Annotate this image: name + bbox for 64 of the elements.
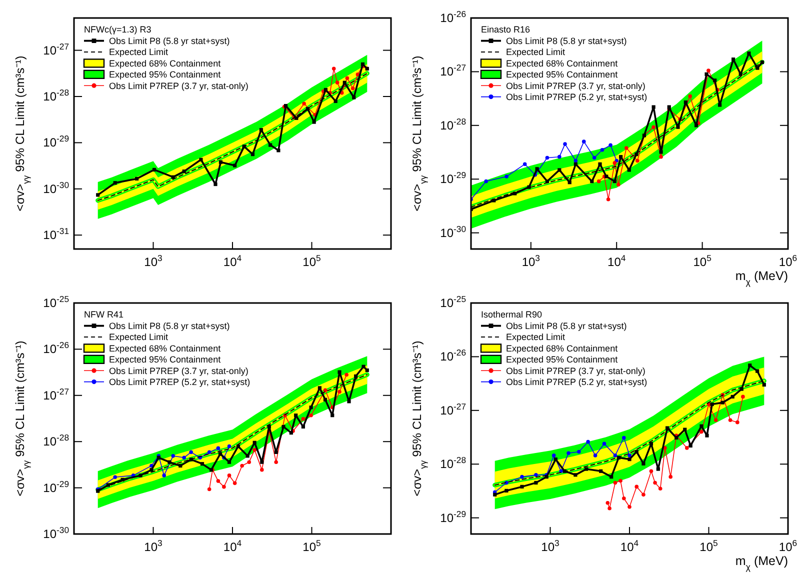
x-tick-label: 10$^{6}$ [778,253,798,269]
y-tick-label: 10$^{-25}$ [43,294,70,310]
legend-label: Obs Limit P7REP (3.7 yr, stat-only) [109,366,248,376]
legend-label: Obs Limit P7REP (3.7 yr, stat-only) [109,80,248,91]
legend-label: Expected 95% Containment [109,354,222,365]
legend-title: NFWc(γ=1.3) R3 [84,24,152,35]
legend-label: Obs Limit P7REP (5.2 yr, stat+syst) [506,92,648,102]
legend-label: Obs Limit P8 (5.8 yr stat+syst) [109,36,230,46]
y-tick-label: 10$^{-26}$ [440,9,466,25]
legend-label: Expected Limit [506,332,566,342]
y-tick-label: 10$^{-29}$ [440,170,466,186]
y-tick-label: 10$^{-31}$ [43,226,70,242]
x-tick-label: 10$^{3}$ [541,538,560,554]
x-axis-title: m$_{χ}$ (MeV) [735,554,788,572]
legend-label: Obs Limit P7REP (3.7 yr, stat-only) [506,366,646,376]
legend-label: Obs Limit P7REP (5.2 yr, stat+syst) [506,377,648,387]
y-tick-label: 10$^{-28}$ [440,455,466,472]
y-tick-label: 10$^{-29}$ [440,508,466,525]
legend-label: Expected 68% Containment [506,343,618,354]
x-tick-label: 10$^{5}$ [700,538,718,554]
x-tick-label: 10$^{5}$ [302,538,322,554]
legend-label: Obs Limit P8 (5.8 yr stat+syst) [506,321,627,331]
x-tick-label: 10$^{3}$ [144,538,163,554]
y-tick-label: 10$^{-30}$ [440,224,466,240]
y-tick-label: 10$^{-29}$ [43,134,70,150]
legend-label: Expected 68% Containment [506,58,618,68]
y-tick-label: 10$^{-27}$ [440,62,466,79]
legend-label: Expected 95% Containment [506,70,618,80]
x-tick-label: 10$^{5}$ [693,253,712,269]
legend-label: Expected Limit [506,47,566,58]
y-tick-label: 10$^{-26}$ [43,340,70,356]
legend-label: Expected Limit [109,332,169,342]
y-tick-label: 10$^{-27}$ [43,386,70,402]
legend-label: Expected 95% Containment [506,354,618,365]
legend-label: Expected 68% Containment [109,58,222,68]
legend-label: Obs Limit P7REP (3.7 yr, stat-only) [506,80,646,91]
y-tick-label: 10$^{-25}$ [440,294,466,310]
x-tick-label: 10$^{3}$ [144,253,163,269]
legend-label: Obs Limit P8 (5.8 yr stat+syst) [109,321,230,331]
y-tick-label: 10$^{-30}$ [43,180,70,196]
legend-label: Expected 68% Containment [109,343,222,354]
legend-title: Einasto R16 [481,24,530,35]
x-tick-label: 10$^{3}$ [522,253,540,269]
legend-label: Expected Limit [109,47,169,58]
x-tick-label: 10$^{4}$ [223,253,242,269]
y-tick-label: 10$^{-27}$ [440,401,466,418]
x-tick-label: 10$^{6}$ [778,538,798,554]
y-tick-label: 10$^{-27}$ [43,41,70,58]
y-tick-label: 10$^{-28}$ [43,87,70,104]
legend-label: Obs Limit P7REP (5.2 yr, stat+syst) [109,377,250,387]
x-tick-label: 10$^{4}$ [620,538,639,554]
legend-title: NFW R41 [84,310,124,320]
x-tick-label: 10$^{4}$ [223,538,242,554]
y-tick-label: 10$^{-26}$ [440,348,466,364]
x-axis-title: m$_{χ}$ (MeV) [735,269,788,287]
legend-title: Isothermal R90 [481,310,542,320]
y-tick-label: 10$^{-28}$ [440,116,466,132]
y-tick-label: 10$^{-28}$ [43,432,70,449]
x-tick-label: 10$^{4}$ [608,253,626,269]
y-tick-label: 10$^{-30}$ [43,525,70,541]
legend-label: Expected 95% Containment [109,70,222,80]
y-tick-label: 10$^{-29}$ [43,478,70,495]
x-tick-label: 10$^{5}$ [302,253,322,269]
legend-label: Obs Limit P8 (5.8 yr stat+syst) [506,36,627,46]
